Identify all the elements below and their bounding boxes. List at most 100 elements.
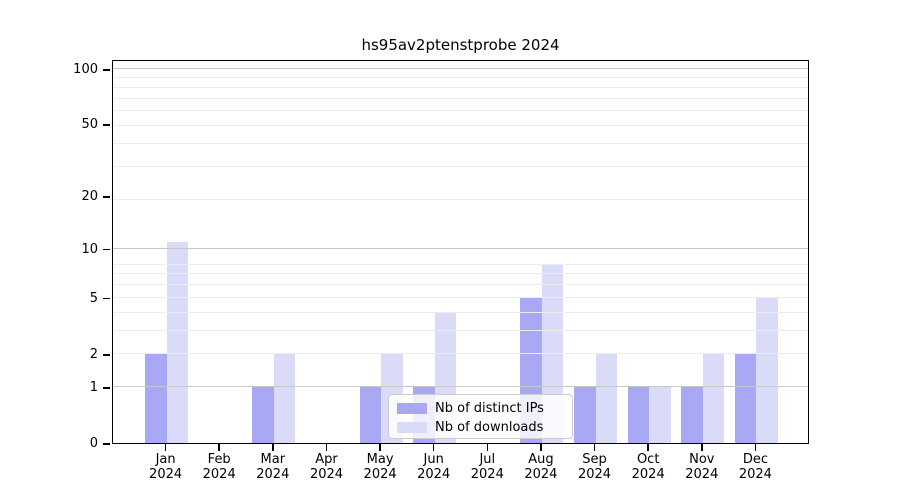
x-tick-label: Apr 2024 bbox=[297, 452, 357, 482]
y-tick-label: 2 bbox=[89, 346, 98, 362]
x-axis-tick bbox=[432, 444, 435, 451]
x-axis-tick bbox=[754, 444, 757, 451]
y-axis-tick bbox=[103, 443, 111, 445]
x-tick-year: 2024 bbox=[631, 467, 665, 482]
plot-area bbox=[112, 60, 809, 444]
x-tick-month: Sep bbox=[582, 452, 607, 467]
x-tick-label: Jun 2024 bbox=[404, 452, 464, 482]
x-axis-tick bbox=[486, 444, 489, 451]
x-tick-year: 2024 bbox=[309, 467, 344, 482]
x-tick-label: Nov 2024 bbox=[672, 452, 732, 482]
legend-item-downloads: Nb of downloads bbox=[397, 419, 564, 436]
chart-title: hs95av2ptenstprobe 2024 bbox=[361, 36, 560, 54]
x-tick-year: 2024 bbox=[577, 467, 612, 482]
minor-gridline bbox=[113, 77, 808, 79]
minor-gridline bbox=[113, 273, 808, 275]
x-tick-year: 2024 bbox=[149, 467, 183, 482]
x-tick-year: 2024 bbox=[470, 467, 504, 482]
y-axis-tick bbox=[103, 354, 111, 356]
x-axis-tick bbox=[272, 444, 274, 451]
y-axis-tick bbox=[103, 196, 111, 198]
x-tick-month: Jan bbox=[155, 452, 176, 467]
x-tick-month: Jul bbox=[479, 452, 496, 467]
x-tick-month: Oct bbox=[636, 452, 660, 467]
x-axis-tick bbox=[164, 444, 167, 451]
x-tick-label: Mar 2024 bbox=[243, 452, 303, 482]
minor-gridline bbox=[113, 86, 808, 88]
minor-gridline bbox=[113, 199, 808, 201]
x-tick-month: Aug bbox=[528, 452, 554, 467]
bar-nb-of-distinct-ips-sep bbox=[574, 386, 596, 443]
minor-gridline bbox=[113, 166, 808, 168]
x-tick-year: 2024 bbox=[417, 467, 451, 482]
y-tick-label: 100 bbox=[73, 61, 98, 77]
x-tick-year: 2024 bbox=[738, 467, 772, 482]
y-axis-tick bbox=[103, 297, 111, 300]
minor-gridline bbox=[113, 284, 808, 286]
y-axis-tick bbox=[103, 69, 111, 71]
bar-nb-of-downloads-dec bbox=[756, 297, 778, 443]
x-tick-month: Feb bbox=[207, 452, 231, 467]
x-axis-tick bbox=[218, 444, 220, 451]
y-axis-tick bbox=[103, 248, 111, 251]
x-tick-year: 2024 bbox=[363, 467, 397, 482]
y-tick-label: 10 bbox=[81, 241, 98, 257]
bar-nb-of-downloads-sep bbox=[595, 353, 617, 443]
legend-label-downloads: Nb of downloads bbox=[435, 420, 544, 435]
x-tick-month: Mar bbox=[260, 452, 286, 467]
minor-gridline bbox=[113, 311, 808, 313]
x-tick-year: 2024 bbox=[685, 467, 719, 482]
x-tick-label: Dec 2024 bbox=[725, 452, 785, 482]
bar-nb-of-distinct-ips-jan bbox=[145, 353, 167, 443]
y-tick-label: 5 bbox=[89, 290, 98, 306]
x-tick-month: Apr bbox=[315, 452, 338, 467]
x-axis-tick bbox=[540, 444, 542, 451]
x-axis-tick bbox=[593, 444, 596, 451]
x-tick-month: Jun bbox=[423, 452, 444, 467]
x-tick-year: 2024 bbox=[256, 467, 290, 482]
legend-item-distinct-ips: Nb of distinct IPs bbox=[397, 400, 564, 417]
x-tick-month: Dec bbox=[742, 452, 768, 467]
bar-nb-of-downloads-oct bbox=[649, 386, 671, 443]
y-tick-label: 50 bbox=[81, 117, 98, 133]
minor-gridline bbox=[113, 142, 808, 144]
bar-nb-of-distinct-ips-oct bbox=[627, 386, 650, 443]
legend-swatch-downloads bbox=[397, 422, 427, 433]
x-tick-label: Sep 2024 bbox=[565, 452, 625, 482]
x-tick-label: May 2024 bbox=[350, 452, 410, 482]
x-tick-month: Nov bbox=[689, 452, 715, 467]
x-tick-label: Jan 2024 bbox=[136, 452, 196, 482]
x-tick-label: Feb 2024 bbox=[189, 452, 249, 482]
minor-gridline bbox=[113, 110, 808, 111]
x-axis-tick bbox=[647, 444, 649, 451]
x-tick-year: 2024 bbox=[202, 467, 236, 482]
minor-gridline bbox=[113, 124, 808, 126]
x-tick-year: 2024 bbox=[524, 467, 558, 482]
x-tick-label: Aug 2024 bbox=[511, 452, 571, 482]
y-axis-tick bbox=[103, 124, 111, 126]
minor-gridline bbox=[113, 296, 808, 298]
x-axis-tick bbox=[701, 444, 703, 451]
legend-label-distinct-ips: Nb of distinct IPs bbox=[435, 401, 544, 416]
x-axis-tick bbox=[379, 444, 381, 451]
x-tick-label: Oct 2024 bbox=[618, 452, 678, 482]
x-tick-label: Jul 2024 bbox=[457, 452, 517, 482]
minor-gridline bbox=[113, 352, 808, 354]
legend: Nb of distinct IPs Nb of downloads bbox=[388, 394, 573, 439]
bar-nb-of-downloads-nov bbox=[702, 353, 725, 443]
y-axis-tick bbox=[103, 387, 111, 389]
bar-nb-of-downloads-mar bbox=[273, 353, 296, 443]
bar-nb-of-downloads-jan bbox=[166, 241, 189, 443]
bar-nb-of-distinct-ips-mar bbox=[252, 386, 274, 443]
bar-nb-of-distinct-ips-may bbox=[359, 386, 382, 443]
x-axis-tick bbox=[325, 444, 328, 451]
bar-nb-of-distinct-ips-nov bbox=[681, 386, 703, 443]
major-gridline bbox=[113, 385, 808, 387]
minor-gridline bbox=[113, 97, 808, 99]
y-tick-label: 1 bbox=[89, 379, 98, 395]
minor-gridline bbox=[113, 263, 808, 265]
y-tick-label: 0 bbox=[89, 436, 98, 451]
legend-swatch-distinct-ips bbox=[397, 403, 427, 414]
major-gridline bbox=[113, 67, 808, 69]
